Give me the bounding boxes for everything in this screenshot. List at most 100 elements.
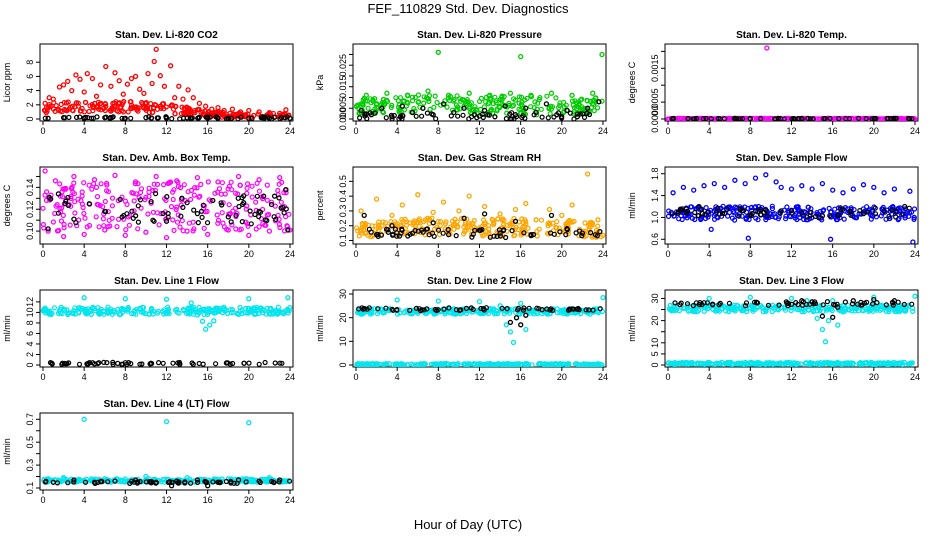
data-point bbox=[109, 203, 116, 209]
data-point bbox=[112, 172, 118, 179]
data-point bbox=[445, 227, 451, 233]
data-point bbox=[96, 360, 102, 366]
data-point bbox=[758, 116, 764, 121]
data-point bbox=[715, 115, 721, 121]
data-point bbox=[178, 185, 184, 191]
data-point bbox=[124, 81, 131, 87]
data-point bbox=[218, 200, 224, 206]
data-point bbox=[432, 93, 438, 99]
data-point bbox=[60, 114, 67, 121]
data-point bbox=[883, 216, 889, 222]
data-point bbox=[893, 115, 899, 121]
data-point bbox=[170, 217, 176, 223]
data-point bbox=[776, 302, 782, 308]
x-tick-label: 4 bbox=[707, 372, 712, 382]
data-point bbox=[830, 314, 836, 320]
data-point bbox=[887, 361, 894, 367]
data-point bbox=[266, 109, 273, 116]
data-point bbox=[194, 185, 200, 191]
data-point bbox=[428, 361, 435, 367]
data-point bbox=[226, 202, 232, 208]
series-group bbox=[41, 416, 293, 489]
data-point bbox=[415, 92, 422, 98]
data-point bbox=[177, 361, 183, 367]
data-point bbox=[174, 219, 181, 225]
data-point bbox=[820, 302, 826, 308]
data-point bbox=[863, 116, 869, 121]
y-tick-label: 30 bbox=[650, 293, 660, 303]
data-point bbox=[363, 92, 369, 98]
x-tick-label: 4 bbox=[395, 126, 400, 136]
data-point bbox=[886, 213, 892, 219]
data-point bbox=[225, 227, 231, 233]
data-point bbox=[150, 217, 156, 223]
data-point bbox=[882, 361, 888, 367]
data-point bbox=[419, 113, 425, 119]
data-point bbox=[745, 205, 751, 211]
data-point bbox=[849, 308, 855, 314]
data-point bbox=[405, 233, 411, 239]
data-point bbox=[45, 226, 51, 232]
data-point bbox=[466, 90, 472, 96]
data-point bbox=[243, 206, 249, 212]
data-point bbox=[76, 217, 82, 223]
data-point bbox=[819, 326, 826, 333]
data-point bbox=[273, 216, 279, 222]
panel-title: Stan. Dev. Line 2 Flow bbox=[427, 276, 532, 287]
data-point bbox=[102, 114, 108, 121]
series-group bbox=[665, 293, 918, 367]
data-point bbox=[492, 94, 498, 100]
data-point bbox=[730, 208, 736, 215]
data-point bbox=[215, 479, 221, 485]
data-point bbox=[42, 100, 48, 107]
data-point bbox=[711, 180, 717, 187]
data-point bbox=[390, 231, 396, 237]
data-point bbox=[827, 236, 834, 242]
data-point bbox=[277, 360, 283, 366]
data-point bbox=[499, 305, 505, 311]
data-point bbox=[287, 227, 293, 233]
data-point bbox=[56, 84, 63, 90]
data-point bbox=[399, 103, 405, 109]
data-point bbox=[734, 116, 740, 121]
data-point bbox=[148, 480, 154, 486]
data-point bbox=[742, 303, 749, 309]
data-point bbox=[400, 218, 406, 224]
data-point bbox=[558, 114, 565, 121]
data-point bbox=[42, 168, 48, 174]
data-point bbox=[415, 192, 421, 198]
data-point bbox=[451, 221, 457, 227]
data-point bbox=[148, 100, 154, 107]
data-point bbox=[184, 475, 190, 481]
data-point bbox=[202, 326, 209, 332]
data-point bbox=[732, 177, 738, 183]
data-point bbox=[783, 213, 789, 219]
data-point bbox=[733, 361, 739, 367]
data-point bbox=[583, 307, 589, 313]
data-point bbox=[65, 194, 71, 201]
data-point bbox=[394, 297, 400, 303]
data-point bbox=[225, 214, 231, 220]
data-point bbox=[588, 361, 594, 367]
data-point bbox=[435, 218, 441, 225]
data-point bbox=[724, 206, 730, 212]
data-point bbox=[188, 196, 194, 203]
data-point bbox=[262, 222, 268, 228]
data-point bbox=[50, 96, 56, 102]
data-point bbox=[197, 193, 203, 199]
data-point bbox=[153, 479, 159, 485]
data-point bbox=[546, 104, 552, 111]
data-point bbox=[194, 174, 201, 181]
data-point bbox=[557, 100, 563, 106]
data-point bbox=[229, 222, 235, 228]
data-point bbox=[702, 211, 708, 217]
y-tick-label: 0.0000 bbox=[650, 105, 660, 133]
data-point bbox=[518, 94, 525, 100]
data-point bbox=[138, 186, 145, 192]
data-point bbox=[803, 360, 809, 366]
data-point bbox=[878, 213, 884, 219]
data-point bbox=[72, 199, 78, 205]
data-point bbox=[548, 212, 555, 219]
data-point bbox=[776, 360, 782, 366]
data-point bbox=[287, 305, 293, 311]
